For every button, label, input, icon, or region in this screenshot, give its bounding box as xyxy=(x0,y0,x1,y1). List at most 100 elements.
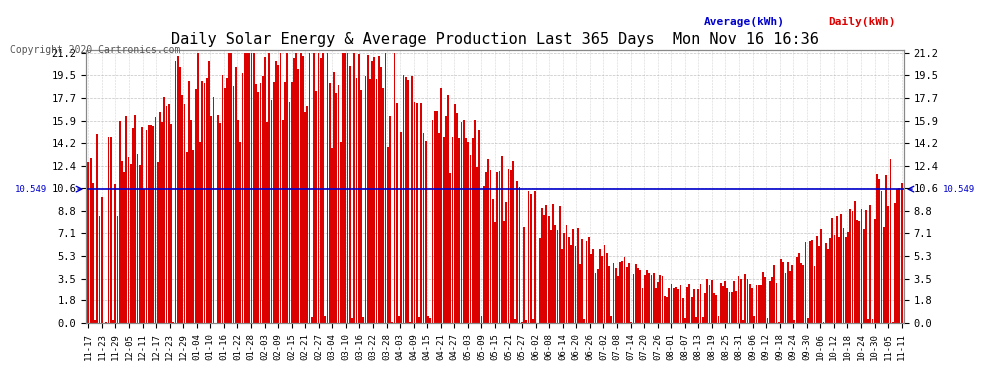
Bar xyxy=(463,120,464,323)
Bar xyxy=(816,236,818,323)
Bar xyxy=(405,77,407,323)
Text: Copyright 2020 Cartronics.com: Copyright 2020 Cartronics.com xyxy=(10,45,180,55)
Bar xyxy=(320,58,322,323)
Bar xyxy=(501,156,503,323)
Bar xyxy=(796,257,798,323)
Bar xyxy=(809,242,811,323)
Bar xyxy=(510,170,512,323)
Bar xyxy=(409,322,411,323)
Bar xyxy=(666,297,668,323)
Bar xyxy=(892,322,894,323)
Bar xyxy=(469,155,471,323)
Bar xyxy=(610,316,612,323)
Bar xyxy=(483,186,485,323)
Bar xyxy=(154,117,156,323)
Bar xyxy=(844,237,846,323)
Bar xyxy=(664,296,665,323)
Bar xyxy=(599,249,601,323)
Bar xyxy=(257,92,259,323)
Bar xyxy=(142,127,143,323)
Bar xyxy=(619,262,621,323)
Bar xyxy=(338,86,340,323)
Bar xyxy=(874,219,876,323)
Bar xyxy=(547,216,549,323)
Bar xyxy=(825,243,827,323)
Bar xyxy=(311,317,313,323)
Bar xyxy=(318,54,320,323)
Bar xyxy=(351,318,352,323)
Bar xyxy=(190,120,192,323)
Bar xyxy=(704,292,706,323)
Bar xyxy=(380,67,382,323)
Bar xyxy=(731,292,733,323)
Bar xyxy=(226,78,228,323)
Bar xyxy=(261,76,263,323)
Bar xyxy=(165,106,167,323)
Bar xyxy=(791,265,793,323)
Bar xyxy=(744,274,746,323)
Bar xyxy=(729,292,731,323)
Bar xyxy=(860,210,862,323)
Bar xyxy=(340,142,342,323)
Bar xyxy=(208,62,210,323)
Bar xyxy=(357,54,359,323)
Bar xyxy=(818,246,820,323)
Bar xyxy=(753,316,755,323)
Bar xyxy=(894,202,896,323)
Bar xyxy=(156,162,158,323)
Bar xyxy=(901,183,903,323)
Bar xyxy=(490,170,491,323)
Bar xyxy=(499,171,500,323)
Bar xyxy=(778,322,780,323)
Bar xyxy=(604,245,605,323)
Bar xyxy=(738,276,740,323)
Bar xyxy=(331,148,333,323)
Bar xyxy=(670,284,672,323)
Bar xyxy=(517,180,518,323)
Bar xyxy=(865,210,867,323)
Bar xyxy=(494,222,496,323)
Bar xyxy=(304,112,306,323)
Bar xyxy=(766,318,768,323)
Bar xyxy=(803,265,804,323)
Bar xyxy=(152,126,154,323)
Bar xyxy=(638,268,639,323)
Bar xyxy=(807,318,809,323)
Bar xyxy=(394,54,395,323)
Bar xyxy=(373,57,375,323)
Bar xyxy=(458,138,460,323)
Bar xyxy=(890,159,891,323)
Bar xyxy=(481,316,482,323)
Bar xyxy=(496,172,498,323)
Bar xyxy=(746,279,748,323)
Bar xyxy=(592,249,594,323)
Bar xyxy=(197,54,199,323)
Bar xyxy=(836,216,838,323)
Bar xyxy=(586,241,587,323)
Bar xyxy=(485,172,487,323)
Bar xyxy=(775,284,777,323)
Bar xyxy=(541,209,543,323)
Bar xyxy=(295,54,297,323)
Bar xyxy=(697,289,699,323)
Bar xyxy=(535,190,537,323)
Bar xyxy=(834,235,836,323)
Bar xyxy=(204,83,206,323)
Bar xyxy=(293,58,295,323)
Bar xyxy=(503,221,505,323)
Bar xyxy=(403,75,404,323)
Bar xyxy=(787,262,789,323)
Bar xyxy=(626,267,628,323)
Bar xyxy=(159,112,160,323)
Bar xyxy=(581,239,583,323)
Bar xyxy=(487,159,489,323)
Bar xyxy=(521,321,523,323)
Bar xyxy=(179,67,181,323)
Bar xyxy=(847,232,848,323)
Bar xyxy=(805,243,807,323)
Bar xyxy=(798,253,800,323)
Bar xyxy=(716,294,717,323)
Bar xyxy=(132,128,134,323)
Bar xyxy=(624,257,626,323)
Bar xyxy=(387,147,389,323)
